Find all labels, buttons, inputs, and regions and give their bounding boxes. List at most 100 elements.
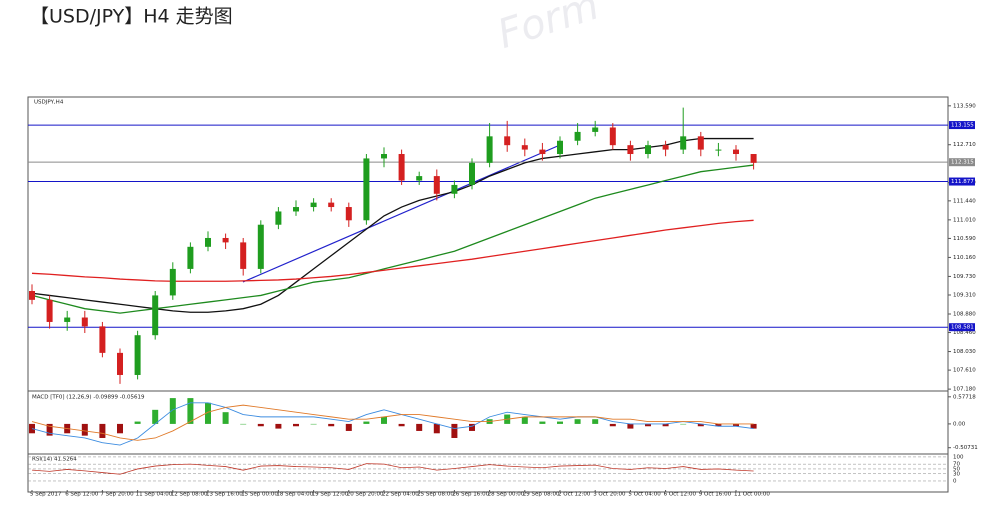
- candle-body: [381, 154, 387, 159]
- candle-body: [486, 136, 493, 163]
- x-tick-label: 15 Sep 00:00: [241, 492, 278, 498]
- y-tick-label: 30: [953, 471, 960, 477]
- macd-bar: [557, 421, 563, 424]
- candle-body: [240, 242, 247, 269]
- candle-body: [117, 352, 123, 375]
- macd-bar: [205, 402, 211, 424]
- y-tick-label: 112.710: [953, 142, 976, 148]
- price-tag-label: 112.315: [951, 160, 974, 166]
- macd-bar: [152, 409, 159, 424]
- macd-bar: [433, 423, 440, 434]
- macd-bar: [627, 423, 634, 429]
- candle-body: [205, 237, 211, 247]
- candle-body: [310, 202, 317, 208]
- x-tick-label: 25 Sep 08:00: [417, 492, 454, 498]
- candle-body: [363, 158, 370, 221]
- candle-body: [64, 317, 71, 322]
- x-tick-label: 5 Oct 04:00: [628, 492, 661, 498]
- macd-bar: [645, 423, 651, 427]
- x-tick-label: 20 Sep 20:00: [347, 492, 384, 498]
- candle-body: [715, 149, 722, 151]
- macd-bar: [29, 423, 35, 434]
- rsi-line: [31, 463, 754, 475]
- y-tick-label: 0.00: [953, 421, 966, 427]
- candle-body: [627, 145, 634, 155]
- y-tick-label: 113.590: [953, 103, 976, 109]
- moving-average: [31, 164, 754, 314]
- macd-bar: [521, 416, 528, 424]
- candle-body: [433, 176, 440, 194]
- candle-body: [697, 136, 704, 150]
- candle-body: [29, 291, 35, 300]
- x-tick-label: 7 Sep 20:00: [100, 492, 134, 498]
- candle-body: [134, 335, 141, 375]
- candle-body: [416, 176, 423, 181]
- trendline: [242, 144, 561, 283]
- candle-body: [592, 127, 599, 132]
- x-tick-label: 11 Sep 04:00: [136, 492, 173, 498]
- candle-body: [645, 145, 651, 155]
- macd-bar: [539, 421, 546, 424]
- y-tick-label: 100: [953, 454, 964, 460]
- symbol-label: USDJPY,H4: [34, 100, 64, 106]
- macd-line: [31, 404, 754, 441]
- x-tick-label: 12 Sep 08:00: [171, 492, 208, 498]
- y-tick-label: 111.440: [953, 198, 976, 204]
- candle-body: [680, 136, 687, 150]
- y-tick-label: 107.180: [953, 387, 976, 393]
- macd-bar: [222, 412, 229, 424]
- y-tick-label: -0.50731: [953, 445, 978, 451]
- candle-body: [46, 299, 53, 322]
- y-tick-label: 70: [953, 462, 960, 468]
- x-tick-label: 29 Sep 08:00: [523, 492, 560, 498]
- candle-body: [293, 207, 299, 212]
- y-tick-label: 110.160: [953, 255, 976, 261]
- price-tag: [949, 158, 975, 167]
- y-tick-label: 108.030: [953, 349, 976, 355]
- x-tick-label: 18 Sep 04:00: [276, 492, 313, 498]
- macd-line: [31, 402, 754, 446]
- macd-bar: [733, 423, 739, 427]
- candle-body: [451, 184, 458, 194]
- macd-bar: [381, 416, 387, 424]
- macd-bar: [363, 421, 370, 424]
- y-tick-label: 50: [953, 466, 960, 472]
- candle-body: [504, 136, 511, 146]
- price-tag-label: 111.877: [951, 179, 974, 185]
- macd-bar: [81, 423, 88, 436]
- x-tick-label: 9 Oct 16:00: [699, 492, 732, 498]
- price-tag-label: 108.581: [951, 325, 974, 331]
- macd-bar: [46, 423, 53, 436]
- macd-bar: [275, 423, 282, 429]
- candle-body: [187, 246, 194, 269]
- macd-bar: [117, 423, 123, 434]
- candle-body: [750, 154, 757, 163]
- price-tag: [949, 323, 975, 332]
- macd-bar: [134, 421, 141, 424]
- macd-bar: [328, 423, 335, 427]
- macd-bar: [662, 423, 669, 427]
- price-tag: [949, 121, 975, 130]
- macd-bar: [416, 423, 423, 431]
- y-tick-label: 111.010: [953, 217, 976, 223]
- candle-body: [469, 162, 475, 185]
- x-tick-label: 3 Oct 20:00: [593, 492, 626, 498]
- x-tick-label: 6 Sep 12:00: [65, 492, 99, 498]
- x-tick-label: 2 Oct 12:00: [558, 492, 591, 498]
- y-tick-label: 109.310: [953, 292, 976, 298]
- macd-bar: [609, 423, 616, 427]
- macd-bar: [293, 423, 299, 427]
- macd-bar: [257, 423, 264, 427]
- candle-body: [398, 154, 405, 181]
- macd-bar: [715, 423, 722, 427]
- candle-body: [521, 145, 528, 150]
- price-tag-label: 113.155: [951, 123, 974, 129]
- candle-body: [152, 295, 159, 336]
- macd-bar: [469, 423, 475, 431]
- y-tick-label: 109.730: [953, 274, 976, 280]
- candle-body: [609, 127, 616, 146]
- chart-title: 【USD/JPY】H4 走势图: [30, 6, 233, 28]
- y-tick-label: 110.590: [953, 236, 976, 242]
- candle-body: [99, 326, 106, 353]
